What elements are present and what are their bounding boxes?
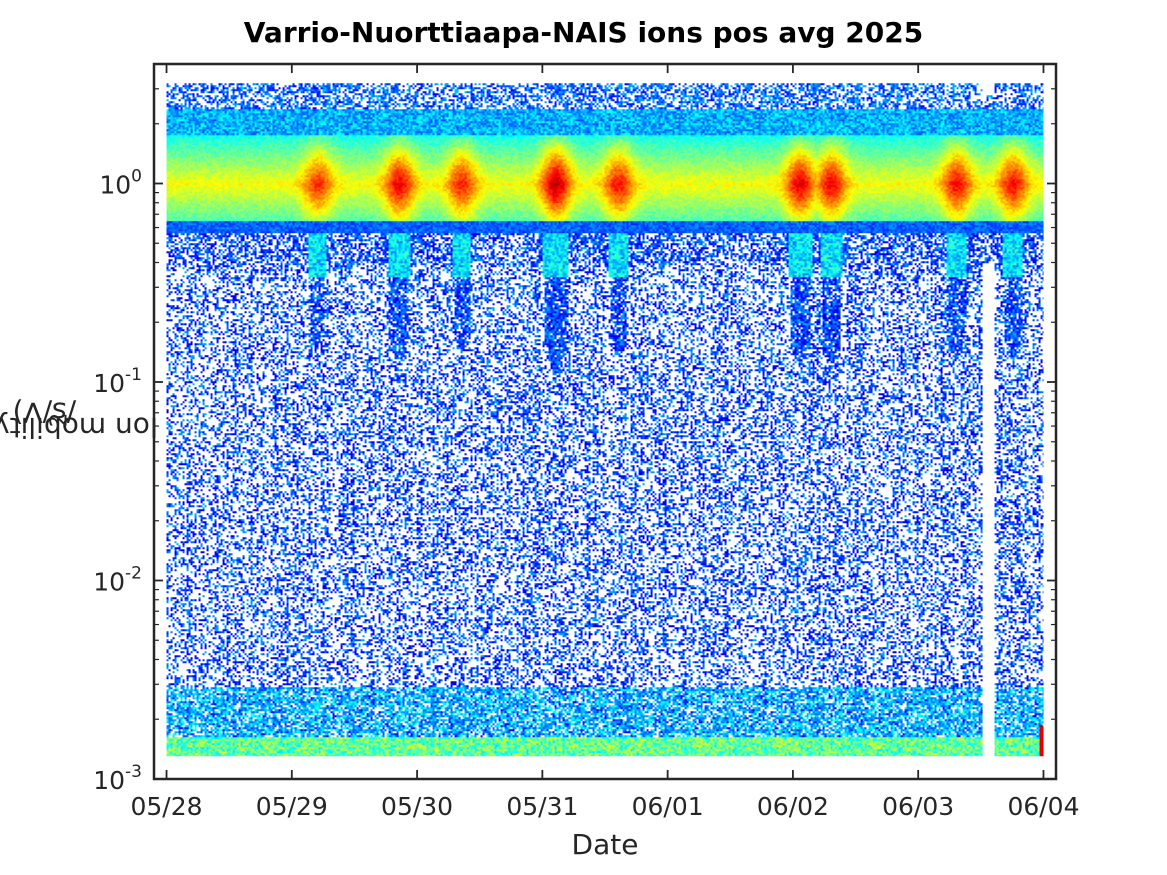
heatmap-image: [166, 83, 1044, 757]
plot-frame: [152, 62, 1058, 781]
chart-title: Varrio-Nuorttiaapa-NAIS ions pos avg 202…: [243, 16, 924, 49]
x-tick-label: 05/28: [131, 792, 203, 821]
y-tick-label: 10-2: [93, 564, 142, 597]
x-tick-label: 06/02: [757, 792, 829, 821]
y-tick-label: 10-1: [93, 365, 142, 398]
x-tick-label: 06/04: [1007, 792, 1079, 821]
y-tick-label: 100: [99, 167, 142, 200]
x-tick-label: 06/03: [882, 792, 954, 821]
x-tick-label: 05/31: [506, 792, 578, 821]
x-tick-label: 05/30: [381, 792, 453, 821]
x-tick-label: 05/29: [256, 792, 328, 821]
x-axis-label: Date: [571, 828, 639, 861]
x-tick-label: 06/01: [632, 792, 704, 821]
y-tick-label: 10-3: [93, 762, 142, 795]
y-axis-label-tail: /s/V): [12, 396, 77, 430]
